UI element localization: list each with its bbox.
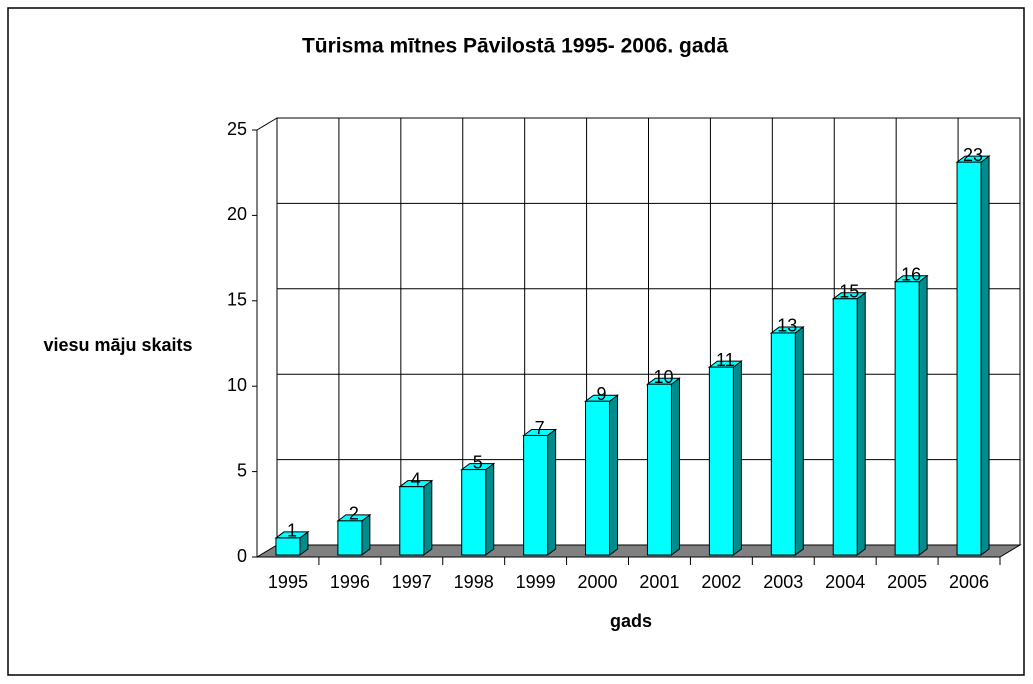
x-tick-label: 2003: [763, 572, 803, 592]
data-label: 16: [901, 264, 921, 284]
bar: [770, 332, 796, 556]
y-tick-label: 0: [237, 546, 247, 566]
x-tick-label: 2002: [701, 572, 741, 592]
bar: [894, 281, 920, 556]
x-tick-label: 2000: [578, 572, 618, 592]
bar: [523, 434, 549, 556]
data-label: 10: [653, 367, 673, 387]
bar-side: [856, 291, 866, 556]
bar: [337, 520, 363, 556]
bar-side: [485, 462, 495, 556]
bar: [832, 298, 858, 556]
data-label: 9: [597, 384, 607, 404]
x-tick-label: 1997: [392, 572, 432, 592]
bar: [275, 537, 301, 556]
x-tick-label: 1995: [268, 572, 308, 592]
bar-side: [794, 325, 804, 556]
x-tick-label: 1996: [330, 572, 370, 592]
bar: [646, 383, 672, 556]
bar: [399, 486, 425, 556]
data-label: 23: [963, 145, 983, 165]
x-tick-label: 2004: [825, 572, 865, 592]
bar-side: [609, 394, 619, 556]
bar: [956, 161, 982, 556]
bar-side: [980, 155, 990, 556]
data-label: 11: [716, 350, 735, 370]
data-label: 5: [473, 452, 483, 472]
bar-side: [732, 360, 742, 556]
bar-side: [423, 479, 433, 556]
bar-side: [670, 377, 680, 556]
bar: [585, 400, 611, 556]
data-label: 4: [411, 469, 421, 489]
x-tick-label: 2005: [887, 572, 927, 592]
wall-edge: [256, 117, 278, 131]
data-label: 1: [287, 521, 297, 541]
bar-side: [547, 428, 557, 556]
y-tick-label: 25: [227, 119, 247, 139]
data-label: 13: [777, 316, 797, 336]
y-axis-label: viesu māju skaits: [43, 335, 192, 355]
data-label: 15: [839, 282, 859, 302]
y-tick-label: 10: [227, 375, 247, 395]
bar: [461, 469, 487, 556]
x-tick-label: 1999: [516, 572, 556, 592]
x-tick-label: 2001: [639, 572, 679, 592]
x-tick-label: 2006: [949, 572, 989, 592]
y-tick-label: 20: [227, 204, 247, 224]
y-tick-label: 15: [227, 290, 247, 310]
chart-title: Tūrisma mītnes Pāvilostā 1995- 2006. gad…: [302, 35, 728, 58]
y-tick-label: 5: [237, 460, 247, 480]
x-tick-label: 1998: [454, 572, 494, 592]
bar-side: [361, 513, 371, 556]
bar: [708, 366, 734, 556]
bar-side: [918, 274, 928, 556]
data-label: 2: [349, 504, 359, 524]
x-axis-label: gads: [610, 611, 652, 631]
data-label: 7: [535, 418, 545, 438]
